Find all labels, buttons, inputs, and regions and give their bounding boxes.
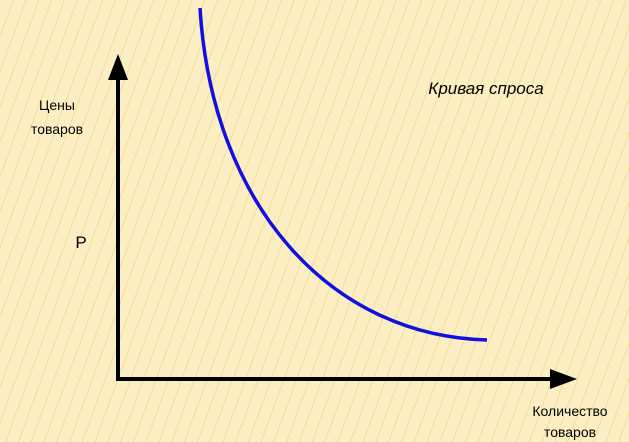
- y-axis-label: товаров: [31, 121, 83, 137]
- x-axis-arrow: [550, 369, 577, 389]
- demand-curve: [198, 7, 488, 342]
- x-axis-label: товаров: [544, 424, 596, 440]
- price-label: P: [75, 233, 86, 252]
- y-axis-arrow: [108, 54, 128, 80]
- x-axis-label: Количество: [532, 403, 607, 419]
- curve-label: Кривая спроса: [428, 79, 543, 98]
- y-axis-label: Цены: [39, 97, 75, 113]
